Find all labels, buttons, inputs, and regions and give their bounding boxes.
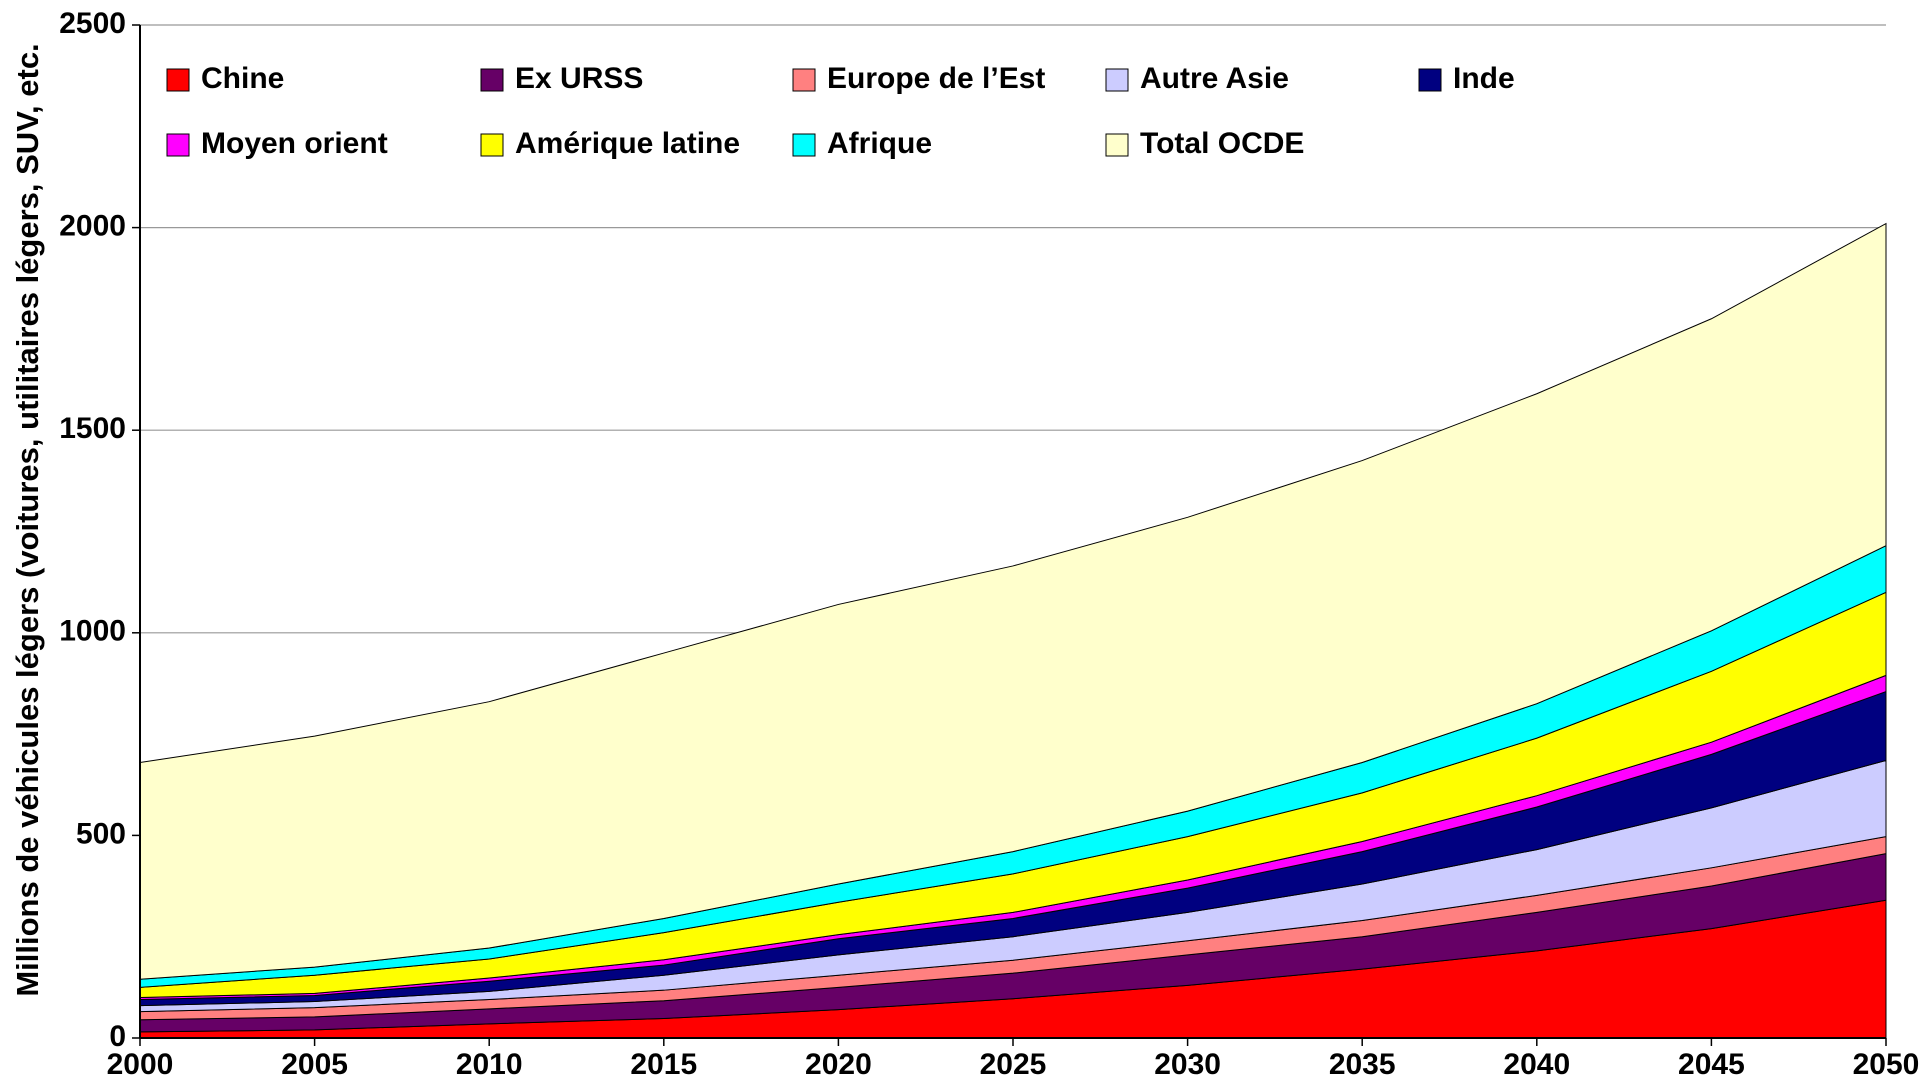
legend-swatch <box>1418 68 1442 92</box>
x-tick-label: 2035 <box>1329 1048 1396 1081</box>
legend-label: Amérique latine <box>515 127 740 160</box>
legend-label: Europe de l’Est <box>827 62 1045 95</box>
y-tick-label: 2000 <box>59 210 126 243</box>
x-tick-label: 2040 <box>1503 1048 1570 1081</box>
legend-swatch <box>166 133 190 157</box>
x-tick-label: 2045 <box>1678 1048 1745 1081</box>
legend-swatch <box>792 133 816 157</box>
y-tick-label: 1000 <box>59 615 126 648</box>
x-tick-label: 2025 <box>980 1048 1047 1081</box>
area <box>139 222 1887 980</box>
x-tick-label: 2000 <box>107 1048 174 1081</box>
legend-label: Autre Asie <box>1140 62 1289 95</box>
y-tick-label: 1500 <box>59 412 126 445</box>
legend-label: Total OCDE <box>1140 127 1304 160</box>
y-tick-label: 2500 <box>59 7 126 40</box>
legend-swatch <box>792 68 816 92</box>
legend-label: Moyen orient <box>201 127 388 160</box>
x-tick-label: 2015 <box>630 1048 697 1081</box>
x-tick-label: 2030 <box>1154 1048 1221 1081</box>
legend-label: Afrique <box>827 127 932 160</box>
legend-swatch <box>166 68 190 92</box>
x-tick-label: 2005 <box>281 1048 348 1081</box>
legend-swatch <box>480 68 504 92</box>
y-tick-label: 500 <box>76 817 126 850</box>
y-axis-label: Millions de véhicules légers (voitures, … <box>10 43 45 996</box>
legend-swatch <box>1105 68 1129 92</box>
legend-swatch <box>480 133 504 157</box>
legend-label: Ex URSS <box>515 62 643 95</box>
legend-label: Chine <box>201 62 284 95</box>
x-tick-label: 2050 <box>1853 1048 1920 1081</box>
legend-label: Inde <box>1453 62 1515 95</box>
x-tick-label: 2020 <box>805 1048 872 1081</box>
x-tick-label: 2010 <box>456 1048 523 1081</box>
y-tick-label: 0 <box>109 1020 126 1053</box>
legend-swatch <box>1105 133 1129 157</box>
